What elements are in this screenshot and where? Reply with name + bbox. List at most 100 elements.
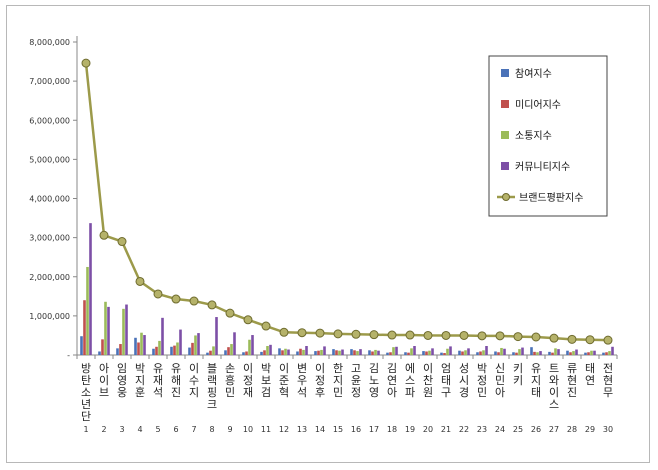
x-rank-label: 3 [119, 425, 124, 434]
bar [611, 346, 614, 355]
bar [503, 348, 506, 355]
bar [530, 347, 533, 355]
x-rank-label: 10 [243, 425, 253, 434]
bar [227, 347, 230, 355]
line-point [369, 330, 379, 340]
bar [356, 351, 359, 355]
bar [152, 348, 155, 355]
bar [446, 348, 449, 355]
line-point [477, 331, 487, 341]
x-rank-label: 12 [279, 425, 289, 434]
bar [407, 352, 410, 355]
bar [494, 351, 497, 355]
bar [245, 351, 248, 355]
bar [485, 346, 488, 355]
x-rank-label: 6 [173, 425, 178, 434]
line-point [495, 331, 505, 341]
bar [386, 352, 389, 355]
x-rank-label: 20 [423, 425, 433, 434]
y-tick-label: 8,000,000 [29, 38, 70, 47]
legend-label: 소통지수 [515, 130, 552, 142]
line-point [567, 334, 577, 344]
line-point [549, 333, 559, 343]
bar [173, 345, 176, 355]
x-rank-label: 2 [101, 425, 106, 434]
bar [305, 346, 308, 355]
bar [422, 351, 425, 355]
bar [608, 351, 611, 355]
line-point [441, 330, 451, 340]
bar [191, 342, 194, 355]
bar [287, 349, 290, 355]
bar [104, 301, 107, 355]
bar [368, 350, 371, 355]
line-point [603, 335, 613, 345]
legend-label: 참여지수 [515, 68, 552, 80]
line-point [225, 308, 235, 318]
bar [170, 346, 173, 355]
bar [404, 352, 407, 355]
y-tick-label: 3,000,000 [29, 234, 70, 243]
bar [335, 350, 338, 355]
x-rank-label: 29 [585, 425, 595, 434]
bar [371, 351, 374, 355]
bar [266, 346, 269, 355]
bar [299, 348, 302, 355]
line-point [531, 332, 541, 342]
bar [125, 304, 128, 355]
bar [197, 333, 200, 355]
bar [176, 342, 179, 355]
line-point [351, 329, 361, 339]
bar [551, 352, 554, 355]
line-point [117, 237, 127, 247]
bar [554, 348, 557, 355]
bar [230, 344, 233, 355]
bar [296, 351, 299, 355]
legend-label: 커뮤니티지수 [515, 161, 570, 173]
bar [209, 350, 212, 355]
y-tick-label: 6,000,000 [29, 116, 70, 125]
line-point [171, 294, 181, 304]
bar [518, 349, 521, 355]
bar [179, 329, 182, 355]
bar [284, 348, 287, 355]
bar [338, 350, 341, 355]
bar [425, 351, 428, 355]
legend-swatch [501, 131, 509, 139]
line-point [423, 330, 433, 340]
legend-swatch [501, 69, 509, 77]
bar [479, 351, 482, 355]
bar [539, 351, 542, 355]
bar [98, 351, 101, 355]
bar [593, 350, 596, 355]
legend-label: 미디어지수 [515, 99, 561, 111]
bar [389, 352, 392, 355]
x-rank-label: 24 [495, 425, 505, 434]
x-rank-label: 23 [477, 425, 487, 434]
bar [242, 352, 245, 355]
bar [143, 335, 146, 355]
x-rank-label: 22 [459, 425, 469, 434]
chart: - 1,000,000 2,000,000 3,000,000 4,000,000 5,0… [29, 36, 618, 434]
x-rank-label: 13 [297, 425, 307, 434]
bar [320, 349, 323, 355]
bar [374, 349, 377, 355]
bar [467, 348, 470, 355]
y-tick-label: 1,000,000 [29, 312, 70, 321]
legend-swatch [501, 162, 509, 170]
line-point [81, 58, 91, 68]
bar [140, 332, 143, 355]
line-point [315, 328, 325, 338]
legend-swatch [501, 100, 509, 108]
x-rank-label: 25 [513, 425, 523, 434]
